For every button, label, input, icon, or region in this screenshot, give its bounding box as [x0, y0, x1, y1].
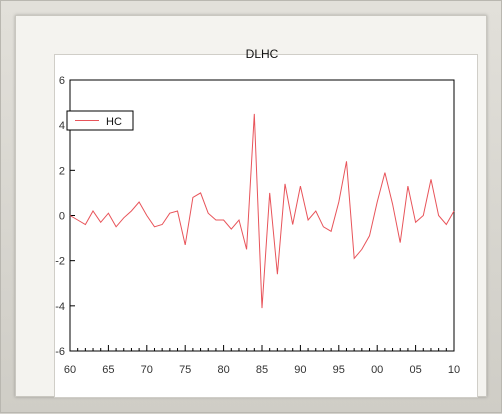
- x-tick-label: 95: [333, 364, 345, 376]
- y-axis: -6 -4 -2 0 2 4 6: [55, 75, 75, 358]
- legend-label-hc: HC: [106, 116, 122, 128]
- x-tick-label: 75: [179, 364, 191, 376]
- x-tick-label: 05: [409, 364, 421, 376]
- x-tick-label: 10: [448, 364, 460, 376]
- x-tick-label: 65: [102, 364, 114, 376]
- y-tick-label: 0: [59, 211, 65, 223]
- x-tick-label: 80: [217, 364, 229, 376]
- chart-title: DLHC: [246, 47, 279, 61]
- x-axis: 60 65 70 75 80 85 90 95 00 05 10: [64, 345, 460, 376]
- series-line-hc: [69, 113, 455, 309]
- y-tick-label: -4: [55, 301, 65, 313]
- x-tick-label: 60: [64, 364, 76, 376]
- x-tick-label: 70: [141, 364, 153, 376]
- legend-box: [66, 110, 134, 131]
- y-tick-label: -6: [55, 346, 65, 358]
- y-tick-label: 4: [59, 120, 65, 132]
- x-tick-label: 90: [294, 364, 306, 376]
- y-tick-label: -2: [55, 256, 65, 268]
- y-tick-label: 2: [59, 165, 65, 177]
- legend: HC: [66, 110, 134, 131]
- y-tick-label: 6: [59, 75, 65, 87]
- x-tick-label: 00: [371, 364, 383, 376]
- x-tick-label: 85: [256, 364, 268, 376]
